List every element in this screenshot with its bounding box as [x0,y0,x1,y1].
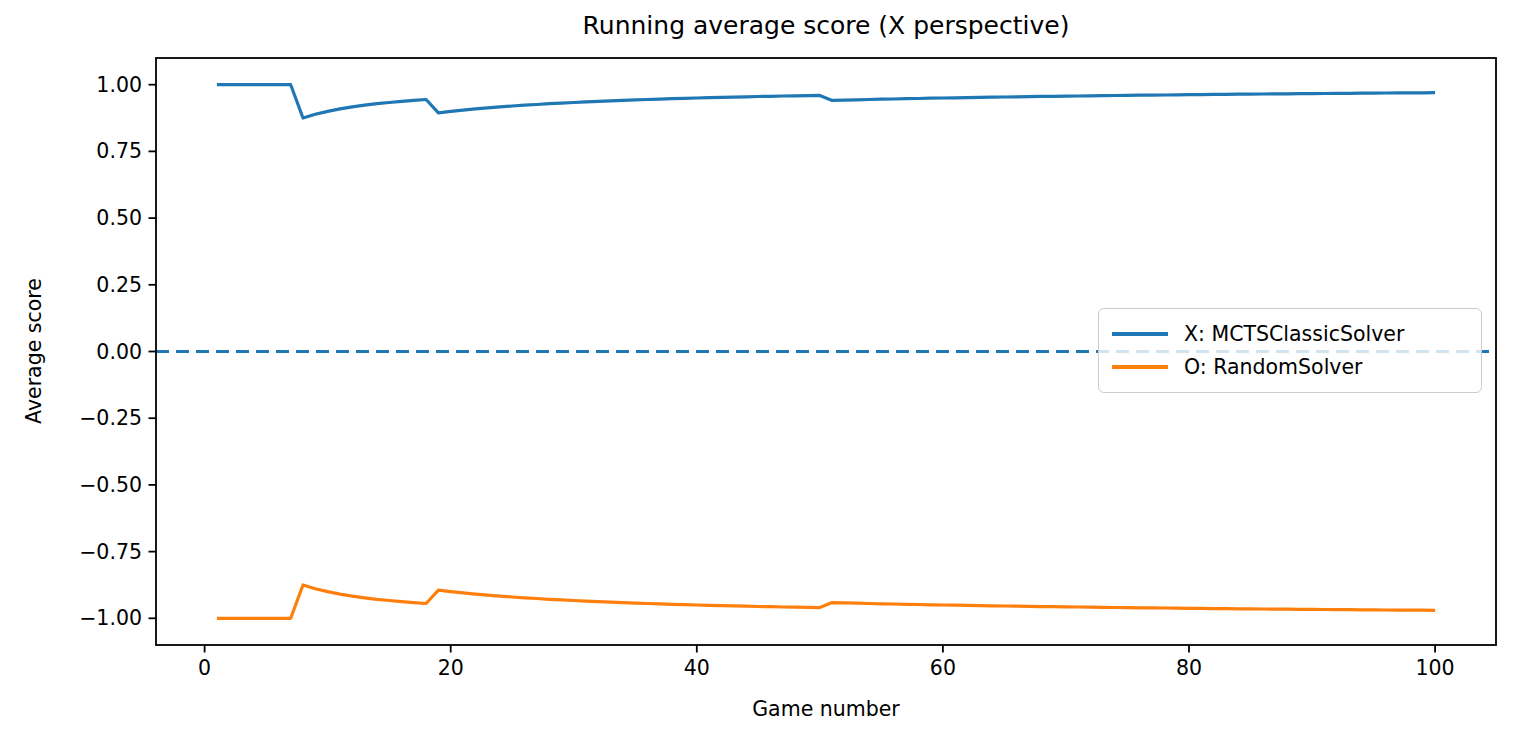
legend-entry-label: X: MCTSClassicSolver [1184,322,1404,346]
chart-title: Running average score (X perspective) [156,11,1496,40]
y-axis-label: Average score [22,278,46,424]
y-tick-label: 0.00 [96,340,142,364]
legend-line-sample [1112,365,1168,369]
series-line-x [217,85,1435,118]
series-line-o [217,585,1435,618]
y-tick-label: −1.00 [79,606,142,630]
y-tick-label: 1.00 [96,73,142,97]
legend-entry-x: X: MCTSClassicSolver [1112,322,1471,346]
x-tick-label: 40 [684,656,710,680]
y-tick-label: −0.25 [79,406,142,430]
x-tick-label: 0 [198,656,211,680]
x-tick-label: 60 [930,656,956,680]
x-tick-label: 20 [438,656,464,680]
legend-line-sample [1112,332,1168,336]
x-axis-label: Game number [156,697,1496,721]
figure-canvas: 0 20 40 60 80 100 1.00 0.75 0.50 0.25 0.00 −0.25 −0.… [0,0,1514,744]
legend-entry-label: O: RandomSolver [1184,355,1363,379]
y-tick-label: 0.75 [96,139,142,163]
y-tick-label: −0.75 [79,540,142,564]
y-tick-label: 0.25 [96,273,142,297]
x-tick-label: 100 [1416,656,1455,680]
y-tick-label: −0.50 [79,473,142,497]
y-tick-label: 0.50 [96,206,142,230]
x-tick-label: 80 [1176,656,1202,680]
legend: X: MCTSClassicSolver O: RandomSolver [1098,308,1482,393]
legend-entry-o: O: RandomSolver [1112,355,1471,379]
